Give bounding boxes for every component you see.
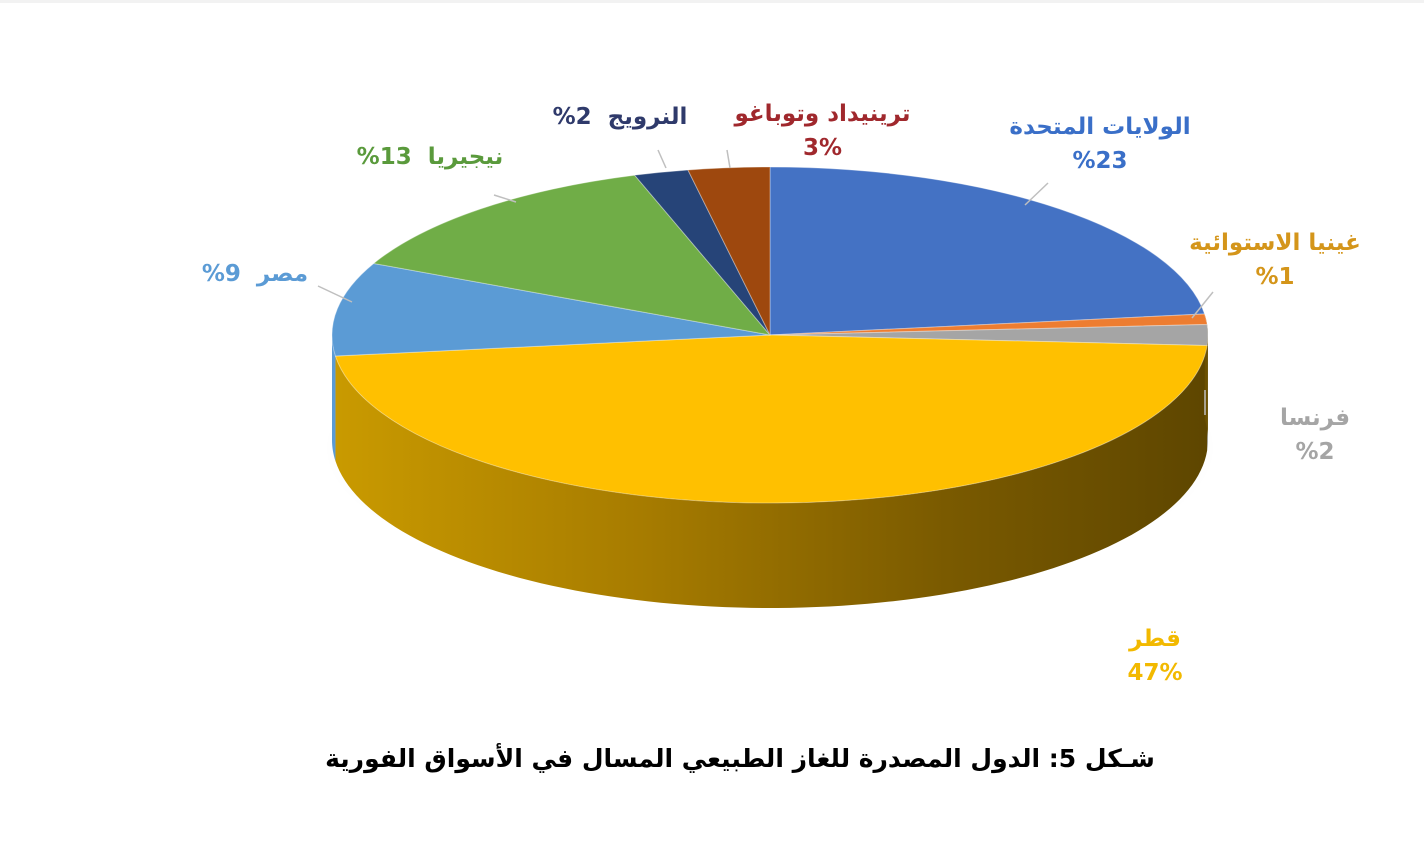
pie-edge-2 xyxy=(1207,324,1208,440)
pie-side-3 xyxy=(335,345,1208,608)
slice-label-percent: %1 xyxy=(1255,264,1295,290)
leader-line-4 xyxy=(493,194,517,203)
slice-label-percent: %2 xyxy=(1295,439,1335,465)
slice-label-name: فرنسا xyxy=(1279,405,1351,431)
slice-label-percent: 2% xyxy=(552,104,592,130)
slice-label-percent: 3% xyxy=(802,135,843,161)
leader-line-6 xyxy=(726,149,731,169)
leader-line-5 xyxy=(657,149,667,169)
slice-label-equatorial-guinea: غينيا الاستوائية %1 xyxy=(1160,226,1390,294)
slice-label-nigeria: نيجيريا 13% xyxy=(340,140,520,174)
slice-label-name: مصر xyxy=(256,261,309,287)
slice-label-name: الولايات المتحدة xyxy=(1009,114,1191,140)
slice-label-name: النرويج xyxy=(607,104,688,130)
pie-side-4 xyxy=(332,335,336,462)
leader-line-1 xyxy=(1191,291,1214,319)
slice-label-egypt: مصر 9% xyxy=(190,257,320,291)
slice-label-france: فرنسا %2 xyxy=(1250,401,1380,469)
slice-label-qatar: قطر 47% xyxy=(1100,622,1210,690)
top-divider xyxy=(0,0,1424,3)
pie-slice-1 xyxy=(769,313,1208,336)
slice-label-percent: 9% xyxy=(201,261,241,287)
slice-label-name: نيجيريا xyxy=(427,144,504,170)
slice-label-usa: الولايات المتحدة %23 xyxy=(980,110,1220,178)
pie-slice-7 xyxy=(687,166,771,336)
slice-label-name: غينيا الاستوائية xyxy=(1189,230,1361,256)
pie-slice-4 xyxy=(331,262,771,357)
slice-label-norway: النرويج 2% xyxy=(540,100,700,134)
slice-label-percent: 47% xyxy=(1127,660,1183,686)
pie-slice-0 xyxy=(769,166,1206,336)
slice-label-percent: %23 xyxy=(1072,148,1128,174)
slice-label-name: قطر xyxy=(1129,626,1181,652)
slice-label-trinidad-tobago: ترينيداد وتوباغو 3% xyxy=(700,97,945,165)
slice-label-name: ترينيداد وتوباغو xyxy=(734,101,911,127)
pie-slice-2 xyxy=(769,323,1209,347)
leader-line-3 xyxy=(317,285,353,303)
leader-line-0 xyxy=(1024,182,1049,206)
slice-label-percent: 13% xyxy=(356,144,412,170)
figure-caption: شـكل 5: الدول المصدرة للغاز الطبيعي المس… xyxy=(325,744,1155,773)
pie-slice-5 xyxy=(372,174,772,336)
pie-slice-3 xyxy=(334,334,1208,504)
pie-slice-6 xyxy=(633,169,771,336)
